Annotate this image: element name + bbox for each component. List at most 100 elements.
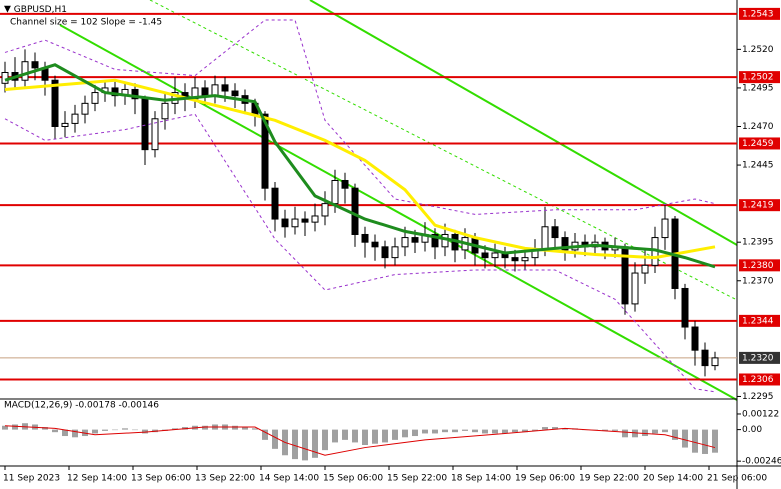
- level-label-box: [739, 137, 780, 150]
- candle-body: [31, 61, 39, 69]
- level-label-box: [739, 7, 780, 20]
- level-label: 1.2380: [742, 261, 774, 271]
- candle-body: [211, 84, 219, 97]
- macd-bar: [612, 429, 618, 431]
- macd-bar: [232, 425, 238, 430]
- macd-bar: [542, 427, 548, 430]
- candle-body: [291, 218, 299, 228]
- macd-bar: [672, 429, 678, 440]
- level-label: 1.2306: [742, 375, 774, 385]
- candle-body: [641, 264, 649, 274]
- macd-bar: [402, 429, 408, 438]
- macd-bar: [292, 429, 298, 460]
- macd-bar: [242, 427, 248, 430]
- candle-body: [711, 357, 719, 367]
- x-tick-label: 21 Sep 06:00: [707, 474, 767, 484]
- level-label: 1.2502: [742, 73, 774, 83]
- chart-subtitle: Channel size = 102 Slope = -1.45: [10, 18, 162, 28]
- macd-y-tick-label: 0.00122: [742, 409, 779, 419]
- macd-bar: [602, 429, 608, 431]
- y-tick-label: 1.2495: [742, 83, 774, 93]
- macd-bar: [332, 429, 338, 443]
- x-tick-label: 15 Sep 06:00: [323, 474, 383, 484]
- candle-body: [271, 187, 279, 220]
- macd-bar: [62, 429, 68, 437]
- y-tick-label: 1.2470: [742, 122, 774, 132]
- x-tick-label: 13 Sep 22:00: [195, 474, 255, 484]
- x-tick-label: 20 Sep 14:00: [643, 474, 703, 484]
- level-label-box: [739, 71, 780, 84]
- candle-body: [381, 246, 389, 259]
- level-label-box: [739, 259, 780, 272]
- candle-body: [681, 287, 689, 328]
- macd-bar: [52, 429, 58, 433]
- macd-bar: [352, 429, 358, 443]
- macd-bar: [272, 429, 278, 449]
- candle-body: [631, 272, 639, 305]
- candle-body: [221, 84, 229, 92]
- candle-body: [391, 246, 399, 259]
- candle-body: [351, 187, 359, 235]
- level-label: 1.2543: [742, 9, 774, 19]
- y-tick-label: 1.2445: [742, 161, 774, 171]
- level-label: 1.2419: [742, 201, 774, 211]
- macd-bar: [342, 429, 348, 440]
- macd-bar: [452, 429, 458, 433]
- macd-bar: [682, 429, 688, 448]
- x-tick-label: 19 Sep 06:00: [515, 474, 575, 484]
- macd-bar: [702, 429, 708, 454]
- macd-bar: [652, 429, 658, 434]
- macd-bar: [2, 425, 8, 430]
- x-tick-label: 14 Sep 14:00: [259, 474, 319, 484]
- macd-y-tick-label: 0.00: [742, 425, 762, 435]
- macd-bar: [142, 429, 148, 434]
- candle-body: [201, 87, 209, 97]
- macd-bar: [442, 429, 448, 433]
- candle-body: [161, 102, 169, 120]
- candle-body: [371, 241, 379, 248]
- candle-body: [511, 257, 519, 262]
- candle-body: [491, 252, 499, 259]
- x-tick-label: 12 Sep 14:00: [67, 474, 127, 484]
- candle-body: [551, 226, 559, 239]
- macd-bar: [252, 428, 258, 430]
- candle-body: [151, 118, 159, 151]
- macd-bar: [642, 429, 648, 437]
- level-label-box: [739, 199, 780, 212]
- macd-bar: [42, 427, 48, 430]
- macd-bar: [562, 428, 568, 430]
- candle-body: [331, 179, 339, 205]
- macd-bar: [302, 429, 308, 461]
- macd-bar: [322, 429, 328, 451]
- channel-line: [59, 24, 738, 401]
- macd-bar: [132, 429, 138, 431]
- macd-bar: [462, 429, 468, 431]
- current-price-label: 1.2320: [742, 353, 774, 363]
- macd-bar: [662, 429, 668, 433]
- x-tick-label: 15 Sep 22:00: [387, 474, 447, 484]
- x-tick-label: 11 Sep 2023: [3, 474, 60, 484]
- symbol: GBPUSD,H1: [14, 5, 67, 15]
- candle-body: [321, 203, 329, 217]
- macd-bar: [552, 427, 558, 430]
- indicator-line: [4, 19, 716, 215]
- candle-body: [481, 252, 489, 259]
- level-label-box: [739, 314, 780, 327]
- candle-body: [431, 233, 439, 248]
- macd-bar: [522, 429, 528, 433]
- candle-body: [231, 90, 239, 97]
- macd-bar: [102, 429, 108, 431]
- indicator-line: [4, 78, 716, 260]
- candle-body: [361, 233, 369, 243]
- macd-bar: [172, 428, 178, 430]
- channel-mid-line: [149, 0, 738, 301]
- candle-body: [91, 92, 99, 104]
- candle-body: [61, 122, 69, 127]
- candle-body: [541, 226, 549, 251]
- macd-signal-line: [4, 425, 716, 456]
- x-tick-label: 19 Sep 22:00: [579, 474, 639, 484]
- candle-body: [141, 98, 149, 151]
- chart-title: ▼ GBPUSD,H1: [4, 5, 67, 15]
- y-tick-label: 1.2295: [742, 392, 774, 402]
